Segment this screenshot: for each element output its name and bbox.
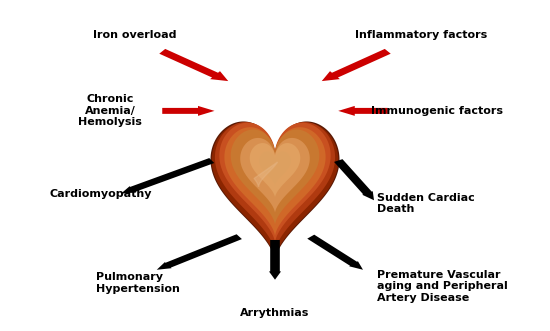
Text: Chronic
Anemia/
Hemolysis: Chronic Anemia/ Hemolysis [78, 94, 142, 127]
Text: Premature Vascular
aging and Peripheral
Artery Disease: Premature Vascular aging and Peripheral … [377, 270, 508, 303]
FancyArrow shape [338, 106, 388, 116]
FancyArrow shape [322, 49, 390, 81]
Text: Inflammatory factors: Inflammatory factors [355, 30, 487, 40]
Text: Sudden Cardiac
Death: Sudden Cardiac Death [377, 193, 475, 214]
FancyArrow shape [160, 49, 228, 81]
FancyArrow shape [334, 159, 374, 200]
Polygon shape [250, 143, 300, 198]
FancyArrow shape [269, 240, 281, 280]
Text: Arrythmias: Arrythmias [240, 308, 310, 318]
Text: Immunogenic factors: Immunogenic factors [371, 106, 503, 116]
FancyArrow shape [162, 106, 214, 116]
Polygon shape [211, 121, 339, 260]
Text: Cardiomyopathy: Cardiomyopathy [50, 189, 152, 199]
Text: Iron overload: Iron overload [93, 30, 177, 40]
FancyArrow shape [307, 235, 363, 270]
Polygon shape [254, 162, 278, 187]
Polygon shape [240, 138, 310, 213]
Polygon shape [219, 123, 331, 243]
FancyArrow shape [121, 158, 214, 194]
FancyArrow shape [157, 234, 242, 270]
Polygon shape [259, 152, 291, 185]
Polygon shape [212, 122, 338, 259]
Polygon shape [231, 129, 319, 225]
Text: Pulmonary
Hypertension: Pulmonary Hypertension [96, 272, 180, 294]
Polygon shape [224, 127, 326, 236]
Polygon shape [215, 122, 335, 252]
